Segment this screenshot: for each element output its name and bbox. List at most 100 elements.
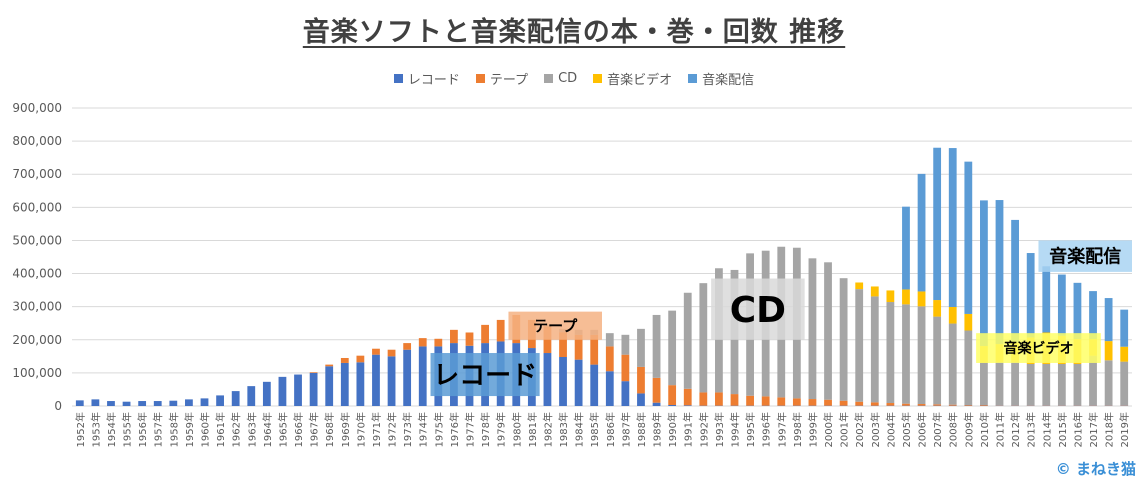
bar-segment — [309, 372, 318, 373]
x-tick-label: 1994年 — [729, 412, 742, 447]
x-tick-label: 1965年 — [276, 412, 289, 447]
bar-segment — [917, 306, 926, 405]
x-tick-label: 2006年 — [916, 412, 929, 447]
bar-segment — [122, 401, 131, 406]
x-tick-label: 2004年 — [884, 412, 897, 447]
bar-segment — [605, 371, 614, 406]
bar-segment — [855, 401, 864, 406]
y-tick-label: 800,000 — [12, 134, 62, 148]
bar-segment — [403, 349, 412, 406]
legend-label: 音楽ビデオ — [607, 73, 673, 88]
bar-segment — [340, 357, 349, 363]
bar-segment — [761, 396, 770, 406]
annotation-label: テープ — [533, 317, 578, 335]
bar-segment — [450, 329, 458, 344]
y-tick-label: 600,000 — [12, 200, 62, 214]
x-tick-label: 1974年 — [417, 412, 430, 447]
legend-swatch — [688, 74, 698, 83]
x-tick-label: 1964年 — [261, 412, 274, 447]
bar-segment — [621, 381, 630, 406]
x-tick-label: 2009年 — [962, 412, 975, 447]
x-tick-label: 1981年 — [526, 412, 539, 447]
x-tick-label: 1968年 — [323, 412, 336, 447]
x-tick-label: 1954年 — [105, 412, 118, 447]
x-tick-label: 1962年 — [230, 412, 243, 447]
bar-segment — [964, 313, 973, 331]
legend-label: レコード — [407, 73, 460, 88]
bar-segment — [372, 354, 380, 406]
x-tick-label: 1973年 — [401, 412, 414, 447]
bar-segment — [980, 200, 988, 347]
bar-segment — [652, 314, 661, 378]
x-tick-label: 2003年 — [869, 412, 882, 447]
bar-segment — [1057, 274, 1066, 336]
annotation-label: CD — [730, 290, 786, 331]
bar-segment — [902, 289, 910, 305]
x-tick-label: 2017年 — [1087, 412, 1100, 447]
x-tick-label: 2002年 — [853, 412, 866, 447]
bar-segment — [902, 206, 910, 290]
bar-segment — [605, 333, 614, 347]
x-tick-label: 1952年 — [74, 412, 87, 447]
bar-segment — [980, 405, 988, 406]
x-tick-label: 1980年 — [510, 412, 523, 447]
x-tick-label: 2008年 — [947, 412, 960, 447]
x-tick-label: 1986年 — [604, 412, 617, 447]
bar-segment — [902, 304, 910, 404]
bar-segment — [1073, 282, 1082, 340]
x-tick-label: 2010年 — [978, 412, 991, 447]
y-tick-label: 100,000 — [12, 366, 62, 380]
x-tick-label: 1982年 — [541, 412, 554, 447]
bar-segment — [777, 397, 786, 406]
bar-segment — [839, 400, 848, 406]
legend-item: 音楽ビデオ — [593, 69, 672, 88]
bar-segment — [808, 399, 817, 406]
bar-segment — [746, 395, 754, 406]
chart-legend: レコード テープ CD 音楽ビデオ 音楽配信 — [0, 69, 1148, 88]
x-tick-label: 1970年 — [354, 412, 367, 447]
x-tick-label: 1991年 — [682, 412, 695, 447]
x-tick-label: 2015年 — [1056, 412, 1069, 447]
bar-segment — [1011, 219, 1019, 343]
bar-segment — [325, 364, 334, 367]
x-tick-label: 1959年 — [183, 412, 196, 447]
x-tick-label: 1969年 — [339, 412, 352, 447]
bar-segment — [699, 392, 708, 406]
bar-segment — [948, 148, 957, 307]
bar-segment — [855, 282, 864, 290]
bar-segment — [481, 324, 489, 344]
bar-segment — [107, 401, 115, 406]
bar-segment — [1104, 298, 1113, 342]
legend-item: 音楽配信 — [688, 69, 754, 88]
bar-segment — [933, 404, 942, 406]
bar-segment — [637, 366, 645, 394]
x-tick-label: 1975年 — [432, 412, 445, 447]
bar-segment — [683, 388, 692, 406]
bar-segment — [590, 334, 599, 365]
bar-segment — [574, 359, 583, 406]
y-tick-label: 0 — [54, 399, 62, 413]
bar-segment — [933, 147, 942, 301]
x-tick-label: 1997年 — [775, 412, 788, 447]
bar-segment — [247, 386, 256, 406]
bar-segment — [387, 349, 396, 357]
legend-swatch — [475, 74, 485, 83]
x-tick-label: 1956年 — [136, 412, 149, 447]
bar-segment — [387, 356, 396, 406]
annotation-label: レコード — [433, 361, 537, 391]
bar-segment — [917, 404, 926, 406]
bar-segment — [434, 338, 443, 347]
x-tick-label: 1960年 — [199, 412, 212, 447]
bar-segment — [169, 400, 178, 406]
legend-label: CD — [558, 71, 578, 86]
x-tick-label: 2012年 — [1009, 412, 1022, 447]
x-tick-label: 2005年 — [900, 412, 913, 447]
x-tick-label: 1963年 — [245, 412, 258, 447]
bar-segment — [637, 393, 645, 406]
copyright-notice: © まねき猫 — [1055, 460, 1136, 478]
bar-segment — [902, 403, 910, 406]
x-tick-label: 1990年 — [666, 412, 679, 447]
x-tick-label: 2013年 — [1025, 412, 1038, 447]
x-tick-label: 1978年 — [479, 412, 492, 447]
annotation-box — [1038, 240, 1132, 272]
